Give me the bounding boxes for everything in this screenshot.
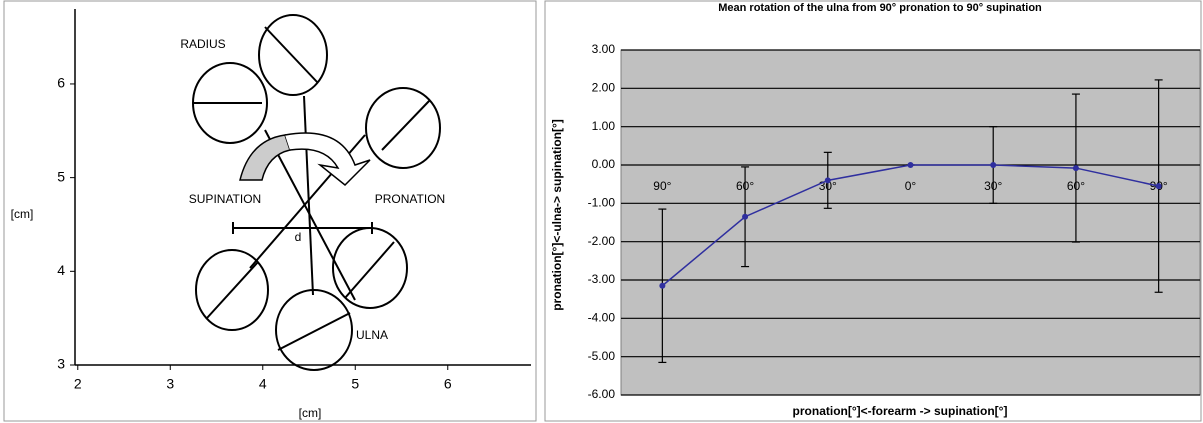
- point: [742, 214, 748, 220]
- y-tick-label: 3: [57, 356, 65, 372]
- y-axis-label: [cm]: [11, 207, 34, 221]
- figure: Mean rotation of the ulna from 90° prona…: [0, 0, 1203, 423]
- y-tick-label: -3.00: [588, 272, 616, 286]
- y-tick-label: -2.00: [588, 234, 616, 248]
- point: [990, 162, 996, 168]
- point: [908, 162, 914, 168]
- x-axis-label: [cm]: [299, 406, 322, 420]
- annotation: PRONATION: [375, 192, 445, 206]
- x-tick-label: 5: [351, 376, 359, 392]
- y-tick-label: 2.00: [592, 81, 616, 95]
- point: [825, 177, 831, 183]
- y-tick-label: 6: [57, 75, 65, 91]
- y-tick-label: 3.00: [592, 42, 616, 56]
- x-tick-label: 90°: [653, 179, 671, 193]
- point: [1156, 183, 1162, 189]
- x-tick-label: 0°: [905, 179, 917, 193]
- page: Mean rotation of the ulna from 90° prona…: [0, 0, 1203, 423]
- chart-title: Mean rotation of the ulna from 90° prona…: [718, 2, 1042, 14]
- x-tick-label: 3: [166, 376, 174, 392]
- y-tick-label: 5: [57, 168, 65, 184]
- annotation: SUPINATION: [189, 192, 261, 206]
- x-tick-label: 2: [74, 376, 82, 392]
- y-tick-label: -6.00: [588, 387, 616, 401]
- y-tick-label: -4.00: [588, 311, 616, 325]
- y-tick-label: 0.00: [592, 157, 616, 171]
- x-tick-label: 4: [259, 376, 267, 392]
- point: [659, 283, 665, 289]
- point: [1073, 165, 1079, 171]
- y-tick-label: -1.00: [588, 196, 616, 210]
- plot-area: [621, 50, 1200, 395]
- annotation: RADIUS: [180, 37, 225, 51]
- x-axis-label: pronation[°]<-forearm -> supination[°]: [793, 404, 1008, 418]
- y-tick-label: -5.00: [588, 349, 616, 363]
- left-panel: [4, 1, 536, 421]
- y-tick-label: 4: [57, 262, 65, 278]
- annotation: d: [295, 230, 302, 244]
- y-tick-label: 1.00: [592, 119, 616, 133]
- y-axis-label: pronation[°]<-ulna-> supination[°]: [550, 119, 564, 311]
- annotation: ULNA: [356, 328, 388, 342]
- x-tick-label: 6: [444, 376, 452, 392]
